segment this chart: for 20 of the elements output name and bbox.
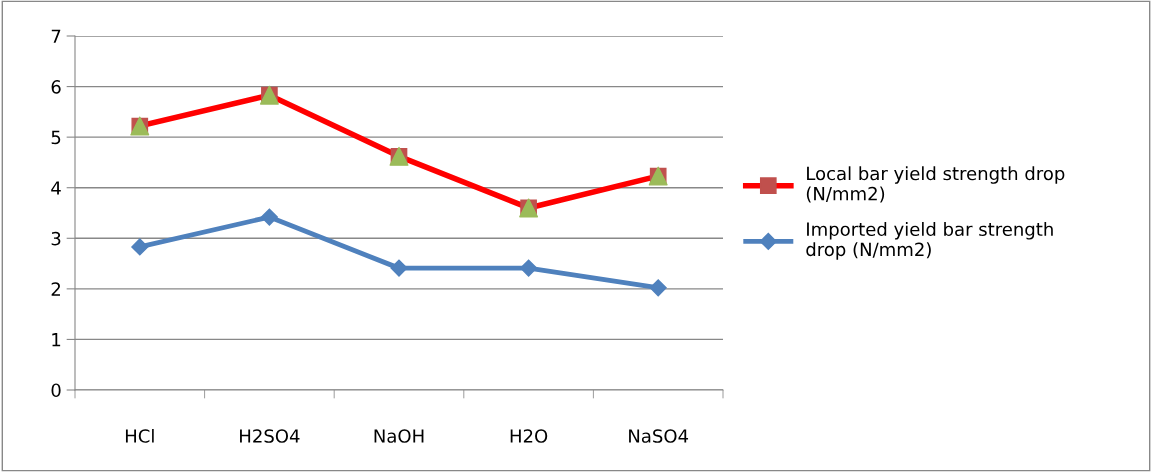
y-tick-label: 0 — [51, 383, 61, 398]
y-tick-label: 2 — [51, 282, 60, 296]
x-tick-label: NaSO4 — [629, 429, 689, 443]
point — [131, 238, 149, 256]
legend-label: Imported yield bar strength drop (N/mm2) — [806, 222, 1053, 260]
y-tick-label: 6 — [51, 80, 61, 94]
x-tick-label: HCl — [125, 428, 154, 443]
x-tick-label: NaOH — [374, 429, 424, 443]
x-tick-label: H2O — [510, 429, 548, 443]
point — [649, 279, 667, 297]
point — [260, 208, 278, 226]
point — [390, 259, 408, 277]
x-tick-label: H2SO4 — [240, 429, 300, 443]
legend-label: Local bar yield strength drop (N/mm2) — [806, 166, 1065, 203]
y-tick-label: 7 — [51, 29, 61, 43]
y-tick-label: 5 — [51, 130, 61, 145]
y-tick-label: 1 — [52, 333, 61, 347]
y-tick-label: 4 — [51, 181, 61, 195]
point — [520, 259, 538, 277]
y-tick-label: 3 — [51, 231, 61, 246]
